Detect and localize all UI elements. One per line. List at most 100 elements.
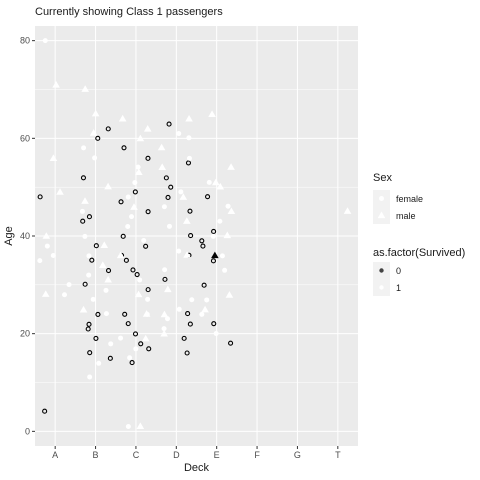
data-point: [135, 168, 143, 175]
data-point: [183, 251, 191, 258]
data-point: [163, 175, 169, 181]
data-point: [204, 297, 210, 303]
data-point: [121, 145, 127, 151]
data-point: [129, 214, 135, 220]
x-tick-label: G: [294, 450, 301, 460]
data-point: [105, 268, 112, 274]
data-point: [99, 261, 107, 268]
data-point: [130, 203, 138, 210]
data-point: [90, 296, 96, 302]
data-point: [186, 155, 192, 161]
data-point: [50, 253, 56, 259]
data-point: [100, 241, 109, 248]
legend-title-survived: as.factor(Survived): [373, 247, 465, 259]
data-point: [129, 360, 135, 366]
data-point: [162, 276, 168, 282]
data-point: [89, 257, 95, 263]
data-point: [185, 114, 193, 122]
data-point: [122, 311, 128, 317]
data-point: [216, 182, 225, 190]
data-point: [227, 163, 235, 170]
y-axis-ticks: 0 20 40 60 80: [20, 36, 35, 436]
data-point: [80, 218, 86, 224]
legend-label: 1: [396, 283, 401, 293]
data-point: [181, 335, 187, 341]
data-point: [134, 290, 143, 298]
data-point: [136, 134, 145, 142]
y-tick-label: 20: [20, 329, 30, 339]
data-point: [133, 346, 139, 352]
data-point: [343, 207, 352, 214]
data-point: [213, 330, 219, 336]
data-point: [145, 209, 151, 215]
data-point: [200, 243, 206, 249]
data-point: [95, 311, 101, 317]
data-point: [145, 155, 151, 161]
data-point: [157, 143, 166, 151]
data-point: [85, 326, 91, 332]
data-point: [118, 114, 127, 122]
data-point: [86, 214, 93, 220]
data-point: [86, 272, 92, 278]
data-point: [125, 321, 131, 327]
grid-lines: [35, 26, 358, 446]
data-point: [145, 287, 151, 293]
data-point: [123, 257, 129, 263]
data-points: [37, 38, 352, 430]
data-point: [225, 203, 231, 209]
x-tick-label: F: [254, 450, 260, 460]
data-point: [210, 258, 216, 264]
x-tick-label: E: [214, 450, 220, 460]
y-axis-title: Age: [3, 226, 15, 246]
data-point: [164, 316, 170, 322]
legend-symbol: [377, 211, 386, 219]
data-point: [142, 310, 151, 317]
data-point: [91, 109, 100, 117]
data-point: [227, 207, 236, 215]
data-point: [161, 204, 167, 210]
data-point: [93, 335, 99, 341]
legend-label: male: [396, 211, 416, 221]
data-point: [62, 292, 68, 298]
data-point: [199, 238, 205, 244]
data-point: [118, 335, 124, 341]
data-point: [89, 129, 98, 136]
y-tick-label: 40: [20, 231, 30, 241]
data-point: [178, 189, 184, 195]
data-point: [134, 271, 140, 278]
data-point: [225, 291, 234, 298]
y-tick-label: 60: [20, 133, 30, 143]
data-point: [108, 341, 114, 347]
data-point: [186, 135, 192, 141]
data-point: [205, 194, 211, 200]
data-point: [96, 360, 102, 366]
data-point: [44, 243, 50, 249]
data-point: [201, 282, 207, 288]
data-point: [116, 251, 125, 259]
data-point: [127, 355, 133, 361]
data-point: [210, 233, 216, 239]
data-point: [49, 154, 58, 161]
data-point: [161, 326, 167, 332]
data-point: [118, 199, 124, 205]
data-point: [211, 251, 219, 259]
legend: Sex female male as.factor(Survived) 0 1: [373, 172, 465, 296]
data-point: [37, 194, 43, 200]
data-point: [87, 374, 93, 380]
data-point: [81, 145, 87, 151]
data-point: [79, 305, 88, 313]
data-point: [228, 340, 234, 346]
data-point: [168, 184, 174, 190]
data-point: [92, 155, 98, 161]
x-tick-label: D: [173, 450, 180, 460]
y-tick-label: 80: [20, 36, 30, 46]
chart-title: Currently showing Class 1 passengers: [35, 6, 223, 18]
data-point: [165, 194, 171, 200]
data-point: [176, 306, 182, 312]
data-point: [219, 253, 225, 259]
data-point: [125, 424, 131, 430]
data-point: [56, 188, 64, 195]
data-point: [81, 85, 90, 92]
